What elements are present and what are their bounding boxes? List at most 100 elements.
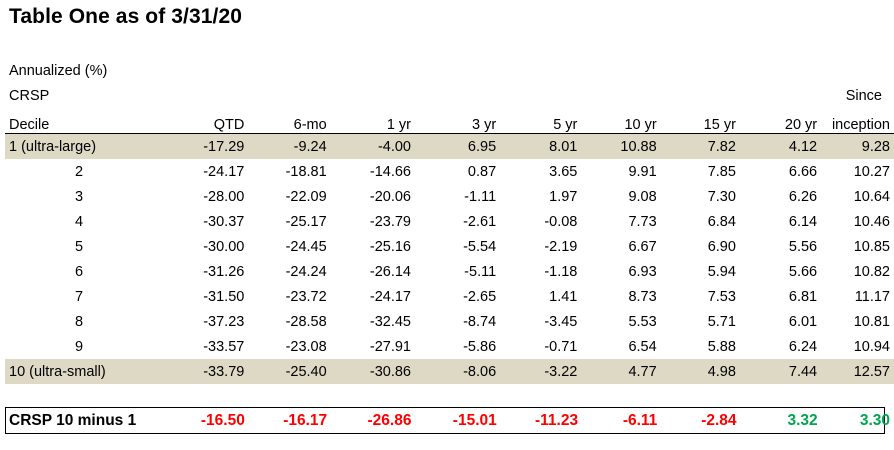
table-row: 1 (ultra-large) -17.29 -9.24 -4.00 6.95 8.01 1… — [5, 133, 894, 159]
cell-qtd: -33.79 — [168, 359, 249, 384]
difference-cell-inception: 3.30 — [859, 411, 890, 429]
cell-inception: 10.94 — [853, 338, 890, 355]
cell-3yr: 0.87 — [467, 163, 497, 180]
cell-1yr: -4.00 — [330, 133, 415, 159]
table-row: 3 -28.00 -22.09 -20.06 -1.11 1.97 9.08 7.30 6.26… — [5, 184, 894, 209]
decile-label: 7 — [75, 288, 84, 305]
header-line-annualized: Annualized (%) — [9, 63, 108, 79]
cell-qtd: -30.00 — [203, 238, 245, 255]
table-row: 7 -31.50 -23.72 -24.17 -2.65 1.41 8.73 7.53 6.81… — [5, 284, 894, 309]
page-title: Table One as of 3/31/20 — [9, 5, 243, 28]
cell-15yr: 7.82 — [660, 133, 740, 159]
cell-inception: 10.81 — [853, 313, 890, 330]
cell-1yr: -14.66 — [369, 163, 411, 180]
returns-table: Decile QTD 6-mo 1 yr 3 yr 5 yr 10 yr 15 … — [5, 110, 894, 384]
cell-3yr: -5.11 — [464, 263, 497, 280]
cell-15yr: 6.90 — [707, 238, 736, 255]
cell-20yr: 6.66 — [788, 163, 818, 180]
table-row: 4 -30.37 -25.17 -23.79 -2.61 -0.08 7.73 6.84 6.1… — [5, 209, 894, 234]
cell-6mo: -23.08 — [285, 338, 327, 355]
cell-5yr: -0.08 — [544, 213, 578, 230]
cell-10yr: 7.73 — [628, 213, 657, 230]
decile-label: 8 — [75, 313, 84, 330]
cell-1yr: -25.16 — [369, 238, 411, 255]
table-row: 8 -37.23 -28.58 -32.45 -8.74 -3.45 5.53 5.71 6.0… — [5, 309, 894, 334]
cell-3yr: -1.11 — [464, 188, 497, 205]
column-header-3yr: 3 yr — [415, 110, 501, 134]
cell-10yr: 10.88 — [581, 133, 661, 159]
table-row: 9 -33.57 -23.08 -27.91 -5.86 -0.71 6.54 5.88 6.2… — [5, 334, 894, 359]
cell-1yr: -26.14 — [369, 263, 411, 280]
cell-15yr: 7.53 — [707, 288, 736, 305]
difference-cell-6mo: -16.17 — [283, 411, 328, 429]
cell-10yr: 4.77 — [581, 359, 661, 384]
decile-label: 1 (ultra-large) — [5, 133, 169, 159]
cell-3yr: -2.61 — [463, 213, 497, 230]
header-line-crsp: CRSP — [9, 88, 50, 104]
cell-10yr: 5.53 — [628, 313, 657, 330]
cell-6mo: -18.81 — [285, 163, 327, 180]
cell-10yr: 9.91 — [628, 163, 657, 180]
cell-3yr: 6.95 — [415, 133, 501, 159]
cell-qtd: -31.26 — [203, 263, 245, 280]
cell-20yr: 5.66 — [788, 263, 818, 280]
cell-20yr: 6.26 — [788, 188, 818, 205]
decile-label: 9 — [75, 338, 84, 355]
cell-inception: 11.17 — [854, 288, 890, 305]
cell-1yr: -32.45 — [369, 313, 411, 330]
cell-1yr: -24.17 — [369, 288, 411, 305]
cell-qtd: -30.37 — [203, 213, 245, 230]
decile-label: 2 — [75, 163, 84, 180]
cell-5yr: -1.18 — [544, 263, 578, 280]
cell-20yr: 6.14 — [788, 213, 818, 230]
cell-inception: 10.82 — [853, 263, 890, 280]
cell-5yr: -3.22 — [500, 359, 582, 384]
table-row: 6 -31.26 -24.24 -26.14 -5.11 -1.18 6.93 5.94 5.6… — [5, 259, 894, 284]
cell-qtd: -31.50 — [203, 288, 245, 305]
cell-15yr: 6.84 — [707, 213, 736, 230]
cell-qtd: -28.00 — [203, 188, 245, 205]
cell-1yr: -20.06 — [369, 188, 411, 205]
table-rows: 1 (ultra-large) -17.29 -9.24 -4.00 6.95 8.01 1… — [5, 133, 894, 384]
decile-label: 10 (ultra-small) — [5, 359, 169, 384]
difference-cell-qtd: -16.50 — [200, 411, 245, 429]
cell-5yr: -3.45 — [544, 313, 578, 330]
column-header-decile: Decile — [5, 110, 169, 134]
column-header-since: Since — [845, 88, 882, 104]
column-header-15yr: 15 yr — [660, 110, 740, 134]
table-row: 5 -30.00 -24.45 -25.16 -5.54 -2.19 6.67 6.90 5.5… — [5, 234, 894, 259]
cell-15yr: 5.88 — [707, 338, 736, 355]
difference-cell-3yr: -15.01 — [452, 411, 497, 429]
table-row: 2 -24.17 -18.81 -14.66 0.87 3.65 9.91 7.85 6.66 1… — [5, 159, 894, 184]
cell-1yr: -23.79 — [369, 213, 411, 230]
column-header-20yr: 20 yr — [739, 110, 822, 134]
column-header-1yr: 1 yr — [330, 110, 415, 134]
cell-10yr: 8.73 — [628, 288, 657, 305]
cell-3yr: -8.74 — [463, 313, 497, 330]
cell-6mo: -25.17 — [285, 213, 327, 230]
cell-qtd: -24.17 — [203, 163, 245, 180]
table-row: 10 (ultra-small) -33.79 -25.40 -30.86 -8.06-… — [5, 359, 894, 384]
cell-3yr: -2.65 — [463, 288, 497, 305]
cell-5yr: 1.41 — [549, 288, 578, 305]
column-header-5yr: 5 yr — [500, 110, 582, 134]
cell-15yr: 7.30 — [707, 188, 736, 205]
cell-15yr: 4.98 — [660, 359, 740, 384]
difference-cell-20yr: 3.32 — [787, 411, 818, 429]
cell-3yr: -5.54 — [463, 238, 497, 255]
cell-20yr: 4.12 — [739, 133, 822, 159]
decile-label: 6 — [75, 263, 84, 280]
cell-5yr: 8.01 — [500, 133, 582, 159]
cell-1yr: -30.86 — [330, 359, 415, 384]
cell-6mo: -25.40 — [248, 359, 331, 384]
cell-6mo: -9.24 — [248, 133, 331, 159]
difference-cell-15yr: -2.84 — [701, 411, 737, 429]
difference-cell-1yr: -26.86 — [367, 411, 412, 429]
decile-label: 4 — [75, 213, 84, 230]
difference-cell-5yr: -11.23 — [534, 411, 579, 429]
cell-6mo: -28.58 — [285, 313, 327, 330]
cell-6mo: -22.09 — [285, 188, 327, 205]
column-header-6mo: 6-mo — [248, 110, 331, 134]
cell-inception: 12.57 — [821, 359, 894, 384]
cell-inception: 10.85 — [853, 238, 890, 255]
